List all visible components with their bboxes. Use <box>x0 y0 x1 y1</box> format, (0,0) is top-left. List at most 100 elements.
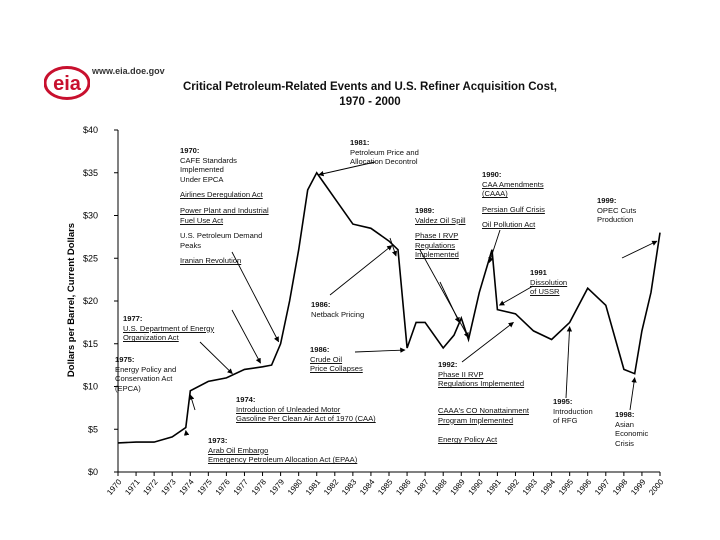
annotation-line: Valdez Oil Spill <box>415 215 466 225</box>
x-tick-label: 1987 <box>412 477 431 497</box>
annotation-line: OPEC Cuts <box>597 205 637 215</box>
y-tick-label: $5 <box>88 424 98 434</box>
chart-title-line-1: Critical Petroleum-Related Events and U.… <box>182 81 558 93</box>
annotation-arrow <box>389 237 398 257</box>
annotation-line: Netback Pricing <box>311 309 365 319</box>
x-tick-label: 1996 <box>575 477 594 497</box>
annotation-line: Dissolution <box>530 277 568 287</box>
x-tick-label: 1993 <box>521 477 540 497</box>
y-tick-label: $30 <box>83 211 98 221</box>
annotation-arrow <box>231 309 261 364</box>
annotation-line: 1991 <box>530 268 547 277</box>
annotation-line: Implemented <box>415 250 459 260</box>
chart-title: Critical Petroleum-Related Events and U.… <box>170 80 570 110</box>
x-tick-label: 2000 <box>647 477 666 497</box>
annotation-line: Implemented <box>180 165 224 175</box>
annotation-line: Introduction <box>553 406 593 416</box>
annotation-line: Crisis <box>615 438 634 448</box>
annotation-line: Asian <box>615 419 634 429</box>
x-tick-label: 1985 <box>376 477 395 497</box>
annotation-line: 1974: <box>236 395 256 404</box>
annotation-line: Under EPCA <box>180 174 224 184</box>
annotation-line: CAA Amendments <box>482 179 544 189</box>
annotation-line: Introduction of Unleaded Motor <box>236 404 341 414</box>
annotation-caaa: CAAA's CO Nonattainment Program Implement… <box>438 406 529 445</box>
annotation-line: Fuel Use Act <box>180 215 224 225</box>
annotation-arrow <box>488 229 501 264</box>
annotation-line: 1990: <box>482 170 502 179</box>
annotation-line: Petroleum Price and <box>350 147 419 157</box>
annotation-arrow <box>329 245 393 296</box>
annotation-line: 1998: <box>615 410 635 419</box>
annotation-line: Allocation Decontrol <box>350 157 418 167</box>
annotation-line: of RFG <box>553 416 578 426</box>
annotation-arrow <box>419 249 469 338</box>
annotation-line: Regulations Implemented <box>438 379 525 389</box>
annotation-1973: 1973: Arab Oil Embargo Emergency Petroleum… <box>208 436 357 465</box>
annotation-line: Persian Gulf Crisis <box>482 204 545 214</box>
x-tick-label: 1973 <box>159 477 178 497</box>
eia-logo-swoosh <box>44 66 90 100</box>
annotation-line: Production <box>597 215 634 225</box>
annotation-arrow <box>629 377 637 411</box>
annotation-line: CAAA's CO Nonattainment <box>438 406 529 415</box>
annotation-line: Oil Pollution Act <box>482 220 536 230</box>
annotation-1981: 1981: Petroleum Price and Allocation Decon… <box>350 138 419 167</box>
eia-logo-text: eia <box>53 73 82 95</box>
y-tick-label: $25 <box>83 253 98 263</box>
x-tick-label: 1991 <box>485 477 504 497</box>
annotation-1991: 1991 Dissolution of USSR <box>530 268 567 297</box>
x-tick-label: 1972 <box>141 477 160 497</box>
y-tick-label: $35 <box>83 168 98 178</box>
x-tick-label: 1974 <box>177 477 196 497</box>
x-tick-label: 1999 <box>629 477 648 497</box>
annotation-line: 1999: <box>597 196 617 205</box>
annotation-line: 1989: <box>415 206 435 215</box>
x-tick-label: 1976 <box>214 477 233 497</box>
annotation-line: Crude Oil <box>310 354 343 364</box>
annotation-arrow <box>461 322 514 363</box>
annotation-line: U.S. Department of Energy <box>123 323 215 333</box>
x-tick-label: 1989 <box>448 477 467 497</box>
x-tick-label: 1983 <box>340 477 359 497</box>
annotation-line: 1995: <box>553 397 573 406</box>
x-tick-label: 1982 <box>322 477 341 497</box>
annotation-line: 1981: <box>350 138 370 147</box>
annotation-line: Price Collapses <box>310 364 363 374</box>
x-tick-label: 1990 <box>467 477 486 497</box>
x-tick-label: 1984 <box>358 477 377 497</box>
annotation-line: Economic <box>615 429 649 439</box>
annotation-line: Power Plant and Industrial <box>180 205 269 215</box>
x-tick-label: 1970 <box>105 477 124 497</box>
annotation-line: Airlines Deregulation Act <box>180 190 263 200</box>
annotation-1998: 1998: Asian Economic Crisis <box>615 410 648 448</box>
annotation-1986a: 1986: Netback Pricing <box>311 300 364 319</box>
annotation-line: CAFE Standards <box>180 155 237 165</box>
annotation-line: Energy Policy and <box>115 364 177 374</box>
y-tick-label: $40 <box>83 125 98 135</box>
annotation-line: U.S. Petroleum Demand <box>180 231 263 241</box>
x-tick-label: 1979 <box>268 477 287 497</box>
annotation-line: Emergency Petroleum Allocation Act (EPAA… <box>208 455 358 465</box>
annotation-1975: 1975: Energy Policy and Conservation Act (E… <box>115 355 176 393</box>
annotation-line: Program Implemented <box>438 415 514 425</box>
x-tick-label: 1971 <box>123 477 142 497</box>
x-tick-label: 1997 <box>593 477 612 497</box>
x-tick-label: 1977 <box>232 477 251 497</box>
y-tick-label: $0 <box>88 467 98 477</box>
annotation-line: Conservation Act <box>115 374 173 384</box>
series-line-refiner-cost <box>117 171 661 444</box>
y-axis-label: Dollars per Barrel, Current Dollars <box>66 223 77 377</box>
annotation-line: Arab Oil Embargo <box>208 445 269 455</box>
annotation-line: (EPCA) <box>115 383 141 393</box>
x-tick-label: 1992 <box>503 477 522 497</box>
y-tick-label: $20 <box>83 296 98 306</box>
annotation-arrow <box>621 240 658 259</box>
annotation-arrow <box>318 161 376 177</box>
annotation-line: 1977: <box>123 314 143 323</box>
annotation-line: 1986: <box>310 345 330 354</box>
annotation-line: 1975: <box>115 355 135 364</box>
annotation-1995: 1995: Introduction of RFG <box>553 397 593 426</box>
annotation-line: 1992: <box>438 360 458 369</box>
